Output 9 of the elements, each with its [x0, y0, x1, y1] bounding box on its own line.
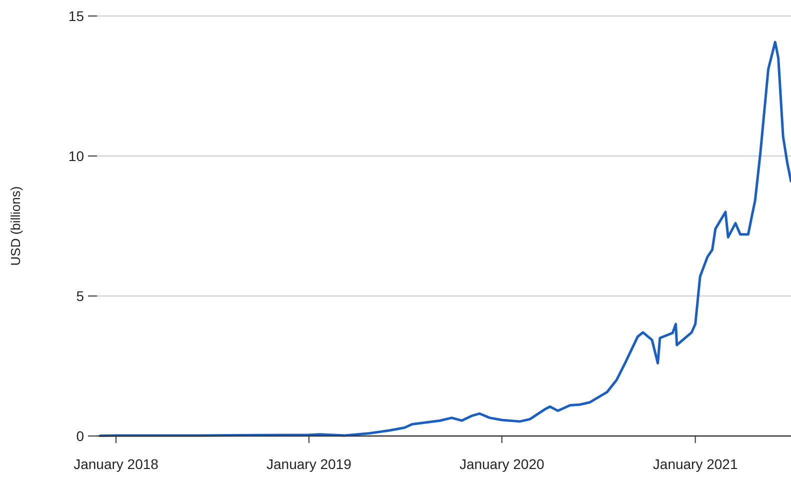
- y-tick-label: 15: [68, 8, 84, 24]
- y-tick-label: 5: [76, 288, 84, 304]
- y-tick-label: 0: [76, 428, 84, 444]
- x-tick-label: January 2020: [459, 456, 545, 472]
- y-tick-label: 10: [68, 148, 84, 164]
- x-tick-label: January 2019: [266, 456, 352, 472]
- x-tick-label: January 2021: [652, 456, 738, 472]
- y-axis-title: USD (billions): [8, 186, 23, 266]
- x-tick-label: January 2018: [74, 456, 159, 472]
